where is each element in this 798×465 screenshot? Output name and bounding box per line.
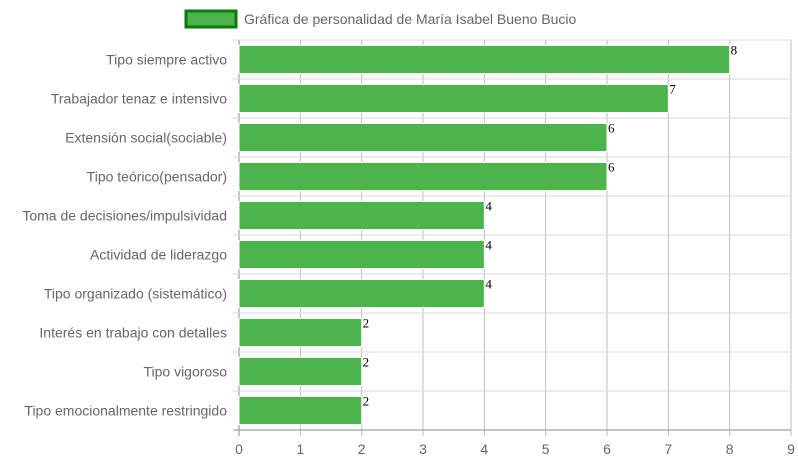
- category-label: Extensión social(sociable): [65, 130, 227, 146]
- value-label: 6: [608, 120, 615, 135]
- legend-label[interactable]: Gráfica de personalidad de María Isabel …: [244, 11, 577, 27]
- x-tick-label: 4: [480, 441, 488, 457]
- value-labels: 8 7 6 6 4 4 4 2 2 2: [363, 42, 738, 408]
- category-labels: Tipo siempre activo Trabajador tenaz e in…: [22, 52, 227, 419]
- value-label: 4: [485, 237, 492, 252]
- bar[interactable]: [238, 278, 485, 309]
- value-label: 2: [363, 354, 370, 369]
- x-tick-label: 1: [296, 441, 304, 457]
- bar[interactable]: [238, 239, 485, 270]
- bar[interactable]: [238, 122, 608, 153]
- bar[interactable]: [238, 317, 363, 348]
- bar[interactable]: [238, 395, 363, 426]
- category-label: Trabajador tenaz e intensivo: [51, 91, 227, 107]
- x-axis-tick-labels: 0 1 2 3 4 5 6 7 8 9: [235, 441, 795, 457]
- legend[interactable]: Gráfica de personalidad de María Isabel …: [184, 9, 577, 29]
- x-tick-label: 3: [419, 441, 427, 457]
- value-label: 8: [731, 42, 738, 57]
- bar[interactable]: [238, 161, 608, 192]
- x-tick-label: 7: [664, 441, 672, 457]
- x-tick-label: 6: [603, 441, 611, 457]
- bar[interactable]: [238, 356, 363, 387]
- x-tick-label: 9: [787, 441, 795, 457]
- category-label: Tipo vigoroso: [143, 364, 227, 380]
- x-tick-label: 2: [358, 441, 366, 457]
- category-label: Tipo teórico(pensador): [87, 169, 227, 185]
- category-label: Tipo emocionalmente restringido: [24, 403, 227, 419]
- bar[interactable]: [238, 44, 731, 75]
- category-label: Actividad de liderazgo: [90, 247, 227, 263]
- value-label: 7: [669, 81, 676, 96]
- value-label: 4: [485, 276, 492, 291]
- x-tick-label: 0: [235, 441, 243, 457]
- category-label: Interés en trabajo con detalles: [39, 325, 227, 341]
- value-label: 4: [485, 198, 492, 213]
- value-label: 6: [608, 159, 615, 174]
- legend-swatch[interactable]: [184, 9, 238, 29]
- value-label: 2: [363, 315, 370, 330]
- bars: [238, 44, 731, 426]
- x-tick-label: 8: [726, 441, 734, 457]
- bar[interactable]: [238, 83, 669, 114]
- category-label: Toma de decisiones/impulsividad: [22, 208, 227, 224]
- category-label: Tipo organizado (sistemático): [44, 286, 227, 302]
- value-label: 2: [363, 393, 370, 408]
- x-tick-label: 5: [542, 441, 550, 457]
- category-label: Tipo siempre activo: [106, 52, 227, 68]
- bar[interactable]: [238, 200, 485, 231]
